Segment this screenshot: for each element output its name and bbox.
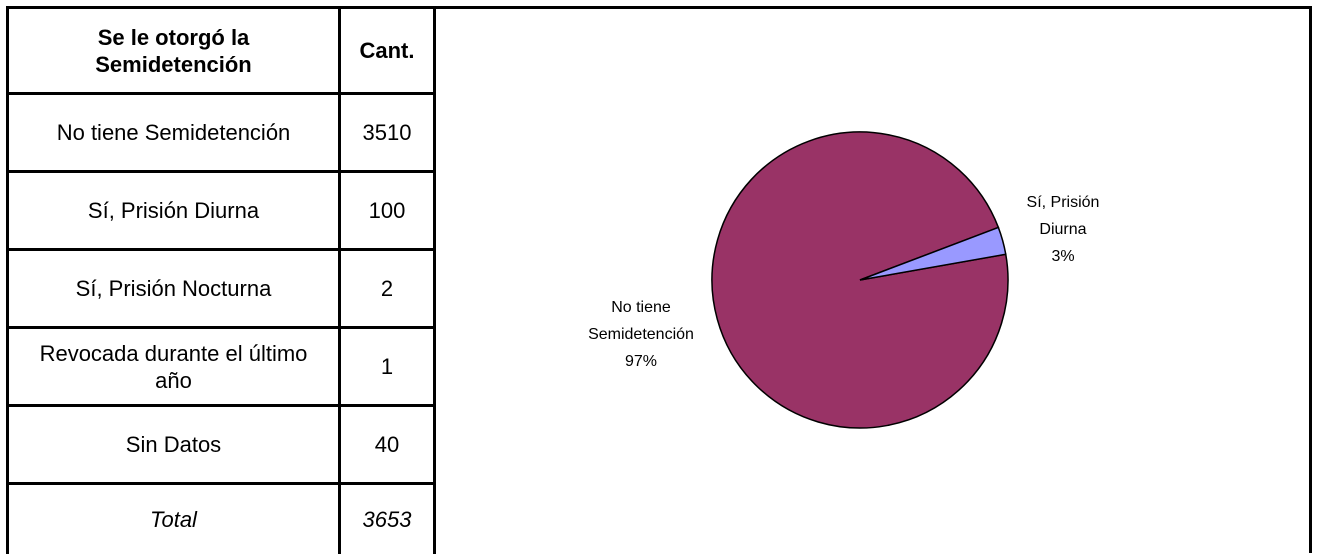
header-cell: Cant. xyxy=(338,6,436,95)
label-cell: Sí, Prisión Diurna xyxy=(6,170,341,251)
table: Se le otorgó la Semidetención Cant. No t… xyxy=(6,6,436,554)
slice-label: No tiene Semidetención 97% xyxy=(566,294,716,375)
slice-name: Sí, Prisión Diurna xyxy=(1026,194,1100,238)
total-label: Total xyxy=(6,482,341,554)
slice-name: No tiene Semidetención xyxy=(588,299,694,343)
slice-percent: 97% xyxy=(624,353,658,370)
label-cell: No tiene Semidetención xyxy=(6,92,341,173)
chart xyxy=(711,131,1009,429)
count-cell: 40 xyxy=(338,404,436,485)
label-cell: Revocada durante el último año xyxy=(6,326,341,407)
pie-slice xyxy=(859,226,1007,281)
label-cell: Sin Datos xyxy=(6,404,341,485)
total-value: 3653 xyxy=(338,482,436,554)
count-cell: 100 xyxy=(338,170,436,251)
header-cell: Se le otorgó la Semidetención xyxy=(6,6,341,95)
slice-percent: 3% xyxy=(1051,248,1075,265)
row: Sí, Prisión Nocturna 2 xyxy=(6,248,436,329)
row: Revocada durante el último año 1 xyxy=(6,326,436,407)
count-cell: 2 xyxy=(338,248,436,329)
total-row: Total 3653 xyxy=(6,482,436,554)
row: No tiene Semidetención 3510 xyxy=(6,92,436,173)
row: Sin Datos 40 xyxy=(6,404,436,485)
label-cell: Sí, Prisión Nocturna xyxy=(6,248,341,329)
row: Sí, Prisión Diurna 100 xyxy=(6,170,436,251)
header-row: Se le otorgó la Semidetención Cant. xyxy=(6,6,436,95)
count-cell: 3510 xyxy=(338,92,436,173)
slice-label: Sí, Prisión Diurna 3% xyxy=(1008,189,1118,270)
count-cell: 1 xyxy=(338,326,436,407)
